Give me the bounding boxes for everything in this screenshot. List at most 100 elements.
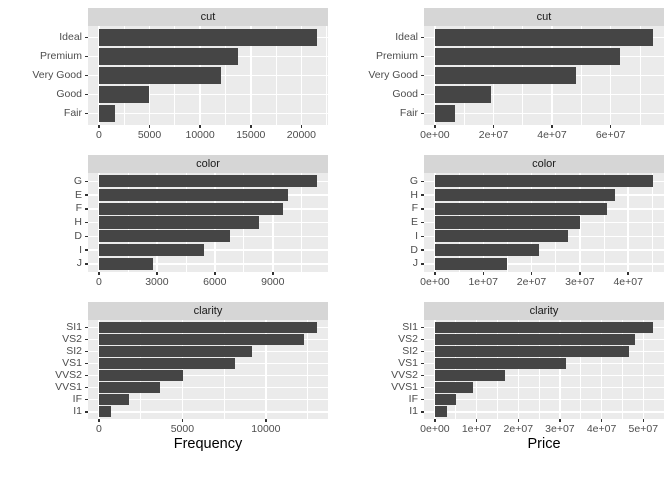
x-axis-tick-label: 5000 xyxy=(170,423,195,435)
gridline-category xyxy=(88,386,328,389)
facet-strip-cut-frequency: cut xyxy=(88,8,328,26)
gridline-category xyxy=(424,112,664,115)
x-axis-tick-label: 6000 xyxy=(203,276,227,288)
bar-good xyxy=(98,86,149,104)
y-axis-tick-mark xyxy=(421,221,424,224)
bar-f xyxy=(98,202,284,215)
y-axis-tick-mark xyxy=(421,386,424,389)
bar-g xyxy=(98,175,318,188)
y-axis-label-i1: I1 xyxy=(73,405,82,418)
y-axis-tick-mark xyxy=(421,194,424,196)
y-axis-label-fair: Fair xyxy=(63,107,82,120)
y-axis-label-g: G xyxy=(409,174,418,187)
y-axis-tick-mark xyxy=(421,180,424,182)
x-axis-tick-label: 3e+07 xyxy=(545,423,575,435)
gridline-category xyxy=(424,374,664,377)
y-axis-label-i: I xyxy=(79,243,82,256)
y-axis-tick-mark xyxy=(85,249,88,251)
x-axis-tick-label: 0 xyxy=(95,129,102,141)
bar-i xyxy=(98,243,204,257)
x-axis-tick-mark xyxy=(214,272,216,275)
plot-panel-color-frequency xyxy=(88,173,328,272)
bar-f xyxy=(434,202,607,215)
y-axis-tick-mark xyxy=(85,221,88,224)
x-axis-tick-mark xyxy=(600,419,603,422)
y-axis-label-vvs2: VVS2 xyxy=(55,369,82,381)
bar-d xyxy=(434,243,539,257)
bar-vs2 xyxy=(98,333,304,345)
y-axis-label-f: F xyxy=(411,202,418,215)
y-axis-label-d: D xyxy=(74,229,82,242)
x-axis-tick-mark xyxy=(265,419,267,422)
y-axis-tick-mark xyxy=(421,235,424,237)
y-axis-tick-mark xyxy=(85,93,88,96)
plot-panel-clarity-price xyxy=(424,320,664,419)
bar-ideal xyxy=(434,28,654,46)
y-axis-label-vvs2: VVS2 xyxy=(391,369,418,381)
x-axis-tick-label: 0 xyxy=(95,276,102,288)
bar-i xyxy=(434,230,569,243)
bar-h xyxy=(98,216,260,229)
plot-panel-clarity-frequency xyxy=(88,320,328,419)
x-axis-tick-label: 4e+07 xyxy=(613,276,643,288)
y-axis-tick-mark xyxy=(85,112,88,115)
y-axis-label-e: E xyxy=(74,188,82,201)
y-axis-label-si1: SI1 xyxy=(402,320,418,333)
x-axis-tick-label: 1e+07 xyxy=(461,423,492,435)
y-axis-label-f: F xyxy=(75,202,82,215)
gridline-category xyxy=(88,249,328,251)
y-axis-label-j: J xyxy=(76,257,82,270)
y-axis-tick-mark xyxy=(85,374,88,377)
y-axis-tick-mark xyxy=(421,93,424,96)
y-axis-tick-mark xyxy=(85,180,88,182)
bar-vvs1 xyxy=(98,382,160,394)
x-axis-tick-mark xyxy=(492,125,495,128)
gridline-category xyxy=(424,263,664,265)
y-axis-tick-mark xyxy=(421,338,424,341)
facet-strip-color-price: color xyxy=(424,155,664,173)
y-axis-label-si1: SI1 xyxy=(66,320,82,333)
x-axis-tick-label: 0e+00 xyxy=(420,423,450,435)
gridline-category xyxy=(88,398,328,401)
y-axis-label-vs2: VS2 xyxy=(398,332,418,345)
x-axis-tick-mark xyxy=(98,125,100,128)
x-axis-tick-label: 0 xyxy=(95,423,102,435)
gridline-minor xyxy=(307,320,309,419)
x-axis-title-price: Price xyxy=(527,436,561,452)
bar-si1 xyxy=(98,321,318,333)
facet-strip-label: clarity xyxy=(529,304,559,317)
bar-h xyxy=(434,188,615,202)
bar-vvs2 xyxy=(98,370,184,381)
facet-strip-label: clarity xyxy=(193,304,223,317)
x-axis-tick-mark xyxy=(272,272,274,275)
gridline-major xyxy=(475,320,478,419)
x-axis-tick-mark xyxy=(434,419,436,422)
x-axis-tick-mark xyxy=(98,419,100,422)
y-axis-tick-mark xyxy=(85,386,88,389)
y-axis-tick-mark xyxy=(85,208,88,210)
gridline-minor xyxy=(497,320,498,419)
y-axis-tick-mark xyxy=(421,36,424,39)
y-axis-tick-mark xyxy=(421,263,424,265)
y-axis-label-si2: SI2 xyxy=(402,344,418,357)
facet-strip-cut-price: cut xyxy=(424,8,664,26)
y-axis-label-if: IF xyxy=(72,393,82,406)
gridline-category xyxy=(88,93,328,96)
bar-very-good xyxy=(434,66,576,84)
y-axis-tick-mark xyxy=(421,208,424,210)
y-axis-label-h: H xyxy=(74,216,82,228)
bar-g xyxy=(434,175,654,188)
gridline-category xyxy=(88,411,328,413)
bar-ideal xyxy=(98,28,318,46)
bar-j xyxy=(434,257,508,270)
gridline-minor xyxy=(140,320,142,419)
y-axis-label-ideal: Ideal xyxy=(395,30,418,43)
bar-d xyxy=(98,230,230,243)
y-axis-label-vvs1: VVS1 xyxy=(55,381,82,394)
bar-premium xyxy=(434,47,620,65)
x-axis-tick-label: 9000 xyxy=(261,276,285,288)
x-axis-tick-label: 0e+00 xyxy=(420,276,450,288)
y-axis-tick-mark xyxy=(85,36,88,39)
y-axis-tick-mark xyxy=(85,235,88,237)
y-axis-label-good: Good xyxy=(56,88,82,100)
